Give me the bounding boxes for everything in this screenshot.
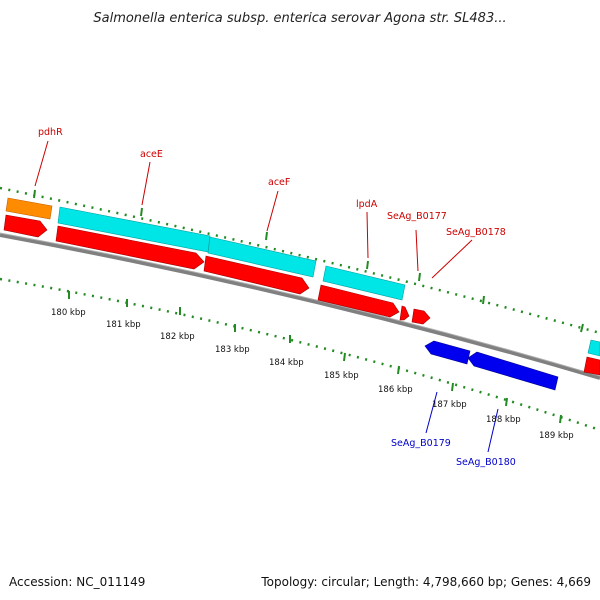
forward-label-leaders xyxy=(34,140,473,279)
gene-label-lpdA[interactable]: lpdA xyxy=(356,199,378,210)
kbp-label-187: 187 kbp xyxy=(432,400,467,410)
gene-label-pdhR[interactable]: pdhR xyxy=(38,127,63,138)
gene-label-SeAg_B0177[interactable]: SeAg_B0177 xyxy=(387,211,447,222)
map-title: Salmonella enterica subsp. enterica sero… xyxy=(93,11,506,26)
kbp-label-182: 182 kbp xyxy=(160,332,195,342)
inner-major-ticks xyxy=(68,291,562,424)
gene-feature-pdhR xyxy=(5,197,53,220)
gene-label-SeAg_B0179[interactable]: SeAg_B0179 xyxy=(391,438,451,449)
cds-forward-SeAg_B0178 xyxy=(411,308,431,325)
gene-label-aceF[interactable]: aceF xyxy=(268,177,290,188)
genome-backbone-highlight xyxy=(0,232,600,377)
gene-feature-partial-right xyxy=(587,339,600,357)
cds-forward-aceF xyxy=(203,255,310,295)
kbp-label-188: 188 kbp xyxy=(486,415,521,425)
gene-label-SeAg_B0180[interactable]: SeAg_B0180 xyxy=(456,457,516,468)
cds-forward-lpdA xyxy=(317,284,400,318)
gene-feature-lpdA xyxy=(322,265,406,301)
cds-forward-partial-right xyxy=(583,356,600,376)
kbp-label-186: 186 kbp xyxy=(378,385,413,395)
kbp-label-185: 185 kbp xyxy=(324,371,359,381)
kbp-label-184: 184 kbp xyxy=(269,358,304,368)
outer-tick-ring xyxy=(0,186,600,335)
gene-label-SeAg_B0178[interactable]: SeAg_B0178 xyxy=(446,227,506,238)
cds-forward-pdhR xyxy=(3,214,48,238)
cds-reverse-SeAg_B0179 xyxy=(424,340,471,365)
gene-feature-aceF xyxy=(207,236,317,278)
kbp-label-180: 180 kbp xyxy=(51,308,86,318)
reverse-label-leaders xyxy=(425,391,499,453)
accession-text: Accession: NC_011149 xyxy=(9,575,145,589)
cds-forward-SeAg_B0177 xyxy=(399,305,410,321)
gene-label-aceE[interactable]: aceE xyxy=(140,149,163,160)
kbp-label-189: 189 kbp xyxy=(539,431,574,441)
genome-summary-text: Topology: circular; Length: 4,798,660 bp… xyxy=(260,575,591,589)
outer-major-ticks xyxy=(33,189,584,333)
inner-tick-ring xyxy=(0,277,600,432)
kbp-label-181: 181 kbp xyxy=(106,320,141,330)
cds-reverse-SeAg_B0180 xyxy=(467,351,559,391)
kbp-label-183: 183 kbp xyxy=(215,345,250,355)
cds-forward-aceE xyxy=(55,225,205,270)
genome-backbone xyxy=(0,233,600,380)
